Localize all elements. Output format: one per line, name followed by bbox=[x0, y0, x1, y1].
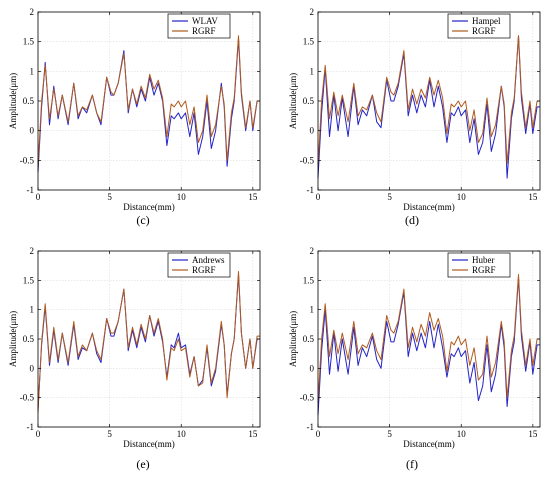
legend-label: WLAV bbox=[192, 16, 218, 26]
x-tick-label: 0 bbox=[36, 429, 41, 439]
x-tick-label: 5 bbox=[107, 429, 112, 439]
legend-label: Hampel bbox=[472, 16, 501, 26]
legend-box bbox=[447, 252, 511, 278]
y-tick-label: 0 bbox=[310, 126, 315, 136]
y-tick-label: -1 bbox=[307, 422, 315, 432]
panel-c: 0 5 10 15 -1 -0.5 0 0.5 1 1.5 2 Distance(mm) Amplitu… bbox=[8, 7, 261, 227]
legend-label: Huber bbox=[472, 255, 495, 265]
y-tick-label: 2 bbox=[30, 246, 35, 256]
legend-label: RGRF bbox=[472, 26, 496, 36]
y-tick-label: 2 bbox=[310, 7, 315, 17]
legend-box bbox=[447, 13, 511, 39]
y-tick-label: -0.5 bbox=[300, 393, 315, 403]
x-axis-label: Distance(mm) bbox=[123, 202, 174, 212]
y-tick-label: 1 bbox=[310, 66, 315, 76]
legend-label: Andrews bbox=[192, 255, 225, 265]
x-tick-label: 0 bbox=[316, 429, 321, 439]
series-line-rgrf bbox=[317, 35, 540, 167]
x-tick-label: 5 bbox=[387, 192, 392, 202]
legend-label: RGRF bbox=[192, 265, 216, 275]
panel-f: 0 5 10 15 -1 -0.5 0 0.5 1 1.5 2 Distance(mm) Amplitu… bbox=[288, 246, 541, 471]
series-line-hampel bbox=[317, 35, 540, 179]
x-tick-label: 5 bbox=[387, 429, 392, 439]
legend-box bbox=[167, 13, 231, 39]
x-axis-label: Distance(mm) bbox=[403, 439, 454, 449]
x-tick-label: 15 bbox=[248, 429, 258, 439]
panel-d: 0 5 10 15 -1 -0.5 0 0.5 1 1.5 2 Distance(mm) Amplitu… bbox=[288, 7, 541, 227]
y-tick-label: 1 bbox=[310, 305, 315, 315]
y-tick-label: 1.5 bbox=[303, 275, 315, 285]
legend-label: RGRF bbox=[472, 265, 496, 275]
y-tick-label: 2 bbox=[310, 246, 315, 256]
series-line-rgrf bbox=[37, 35, 260, 167]
y-tick-label: 0 bbox=[30, 363, 35, 373]
panel-caption: (c) bbox=[136, 213, 149, 227]
y-axis-label: Amplitude(μm) bbox=[288, 311, 298, 367]
panel-caption: (d) bbox=[405, 213, 419, 227]
y-tick-label: 1 bbox=[30, 305, 35, 315]
y-tick-label: -0.5 bbox=[300, 155, 315, 165]
y-tick-label: 1 bbox=[30, 66, 35, 76]
x-tick-label: 15 bbox=[248, 192, 258, 202]
x-tick-label: 15 bbox=[528, 192, 538, 202]
x-tick-label: 15 bbox=[528, 429, 538, 439]
y-axis-label: Amplitude(μm) bbox=[8, 311, 18, 367]
x-tick-label: 10 bbox=[177, 192, 187, 202]
series-line-rgrf bbox=[317, 274, 540, 404]
x-axis-label: Distance(mm) bbox=[403, 202, 454, 212]
panel-caption: (e) bbox=[136, 457, 149, 471]
y-tick-label: 0 bbox=[310, 363, 315, 373]
y-tick-label: -0.5 bbox=[20, 155, 35, 165]
x-tick-label: 10 bbox=[457, 429, 467, 439]
y-tick-label: 0.5 bbox=[23, 334, 35, 344]
x-tick-label: 0 bbox=[316, 192, 321, 202]
y-tick-label: -1 bbox=[27, 422, 35, 432]
y-tick-label: 0.5 bbox=[303, 334, 315, 344]
legend-box bbox=[167, 252, 231, 278]
y-tick-label: 0.5 bbox=[303, 96, 315, 106]
x-tick-label: 10 bbox=[457, 192, 467, 202]
y-axis-label: Amplitude(μm) bbox=[288, 73, 298, 129]
y-tick-label: -1 bbox=[27, 185, 35, 195]
y-tick-label: 1.5 bbox=[23, 275, 35, 285]
panel-caption: (f) bbox=[406, 457, 418, 471]
x-axis-label: Distance(mm) bbox=[123, 439, 174, 449]
legend-label: RGRF bbox=[192, 26, 216, 36]
y-tick-label: 1.5 bbox=[303, 37, 315, 47]
series-line-rgrf bbox=[37, 271, 260, 413]
y-tick-label: 0 bbox=[30, 126, 35, 136]
x-tick-label: 5 bbox=[107, 192, 112, 202]
y-tick-label: 0.5 bbox=[23, 96, 35, 106]
y-tick-label: -0.5 bbox=[20, 393, 35, 403]
y-tick-label: 2 bbox=[30, 7, 35, 17]
x-tick-label: 0 bbox=[36, 192, 41, 202]
y-tick-label: -1 bbox=[307, 185, 315, 195]
series-line-huber bbox=[317, 276, 540, 416]
x-tick-label: 10 bbox=[177, 429, 187, 439]
y-axis-label: Amplitude(μm) bbox=[8, 73, 18, 129]
y-tick-label: 1.5 bbox=[23, 37, 35, 47]
panel-e: 0 5 10 15 -1 -0.5 0 0.5 1 1.5 2 Distance(mm) Amplitu… bbox=[8, 246, 261, 471]
